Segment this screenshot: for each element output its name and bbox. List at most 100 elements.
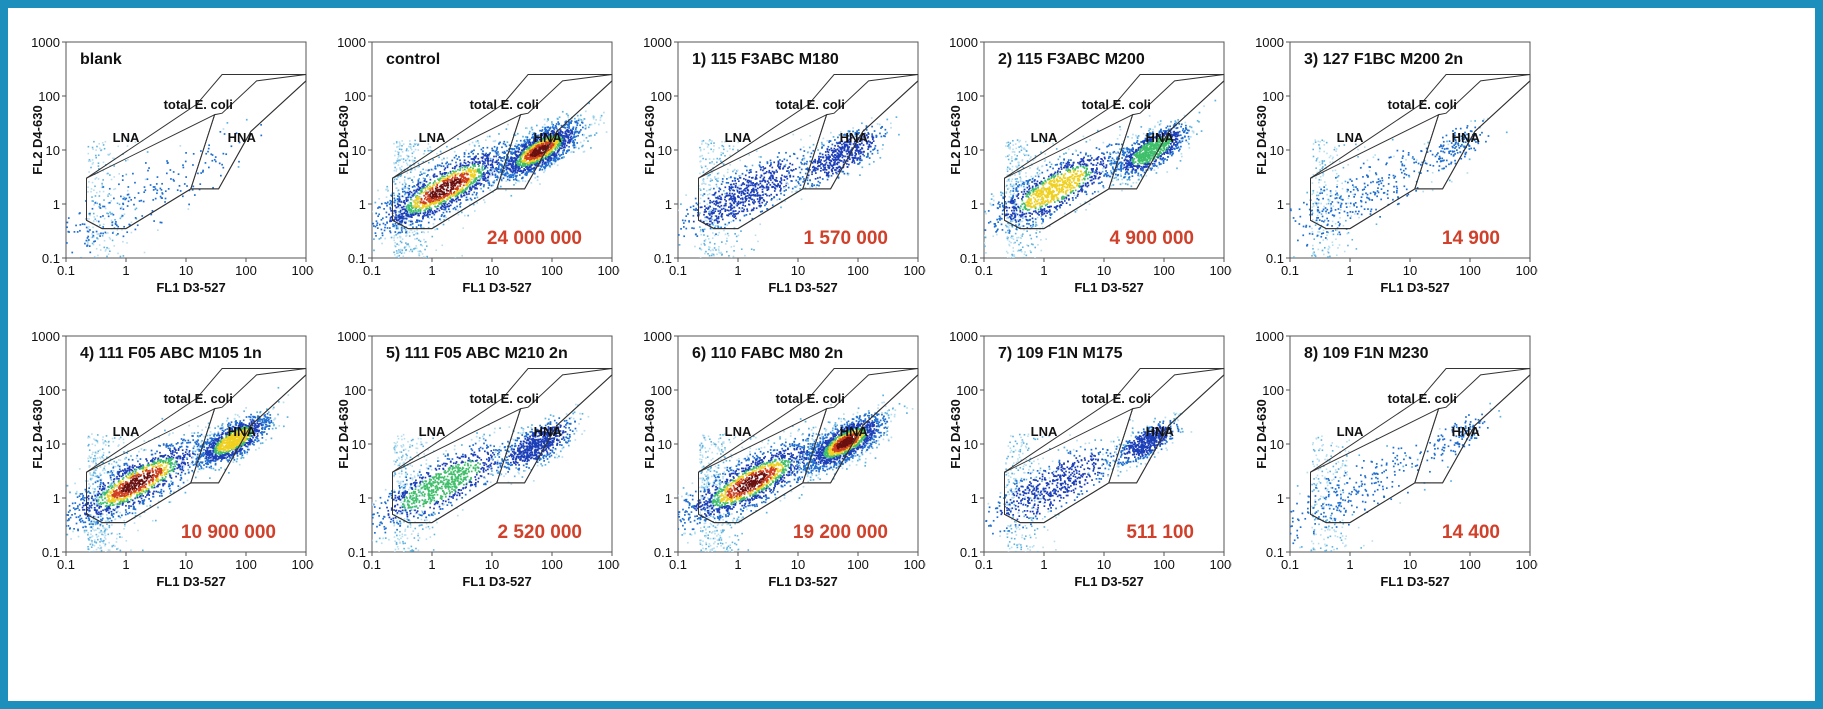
scatter-point [400,201,403,203]
scatter-point [97,233,100,235]
scatter-point [467,173,469,176]
scatter-point [563,143,566,145]
scatter-point [529,170,532,173]
scatter-point [505,162,508,165]
scatter-point [509,169,512,172]
scatter-point [92,212,95,215]
scatter-point [105,248,107,251]
scatter-point [125,173,128,176]
scatter-point [777,161,780,163]
scatter-point [544,142,547,145]
scatter-point [483,168,486,171]
scatter-point [496,176,499,179]
scatter-point [580,119,583,121]
scatter-point [211,154,214,156]
scatter-point [775,193,778,196]
scatter-point [404,245,407,248]
scatter-point [547,157,550,159]
scatter-point [493,170,496,173]
scatter-point [393,201,396,204]
scatter-point [515,175,517,178]
scatter-point [726,209,729,212]
scatter-point [461,178,463,181]
scatter-point [480,171,482,173]
scatter-point [764,181,767,183]
scatter-point [441,162,444,165]
scatter-point [747,189,749,192]
scatter-point [738,192,741,194]
scatter-point [581,133,584,136]
scatter-point [419,212,422,215]
scatter-point [92,236,95,238]
scatter-point [422,177,425,180]
scatter-point [486,155,489,158]
scatter-point [567,131,570,134]
scatter-point [554,126,556,129]
scatter-point [425,193,427,196]
scatter-point [447,193,449,196]
scatter-point [395,162,397,164]
scatter-point [390,209,393,212]
scatter-point [759,198,761,201]
scatter-point [518,154,521,156]
scatter-point [568,149,570,151]
scatter-point [495,152,498,155]
scatter-point [172,171,175,173]
scatter-point [405,205,408,208]
scatter-point [528,143,531,146]
scatter-point [758,200,761,202]
scatter-point [474,165,477,167]
scatter-point [781,160,784,163]
scatter-point [678,234,680,236]
scatter-point [726,232,729,235]
scatter-point [732,201,735,204]
scatter-point [550,146,553,149]
scatter-point [704,142,707,145]
scatter-point [427,210,429,212]
scatter-point [403,201,406,204]
scatter-point [790,169,792,171]
scatter-point [445,200,447,203]
scatter-point [718,220,720,223]
scatter-point [757,194,760,197]
scatter-point [477,157,480,160]
scatter-point [430,199,433,202]
scatter-point [164,197,167,200]
scatter-point [149,184,152,186]
scatter-point [446,186,449,189]
scatter-point [717,248,720,250]
scatter-point [549,160,551,163]
scatter-point [412,193,415,196]
scatter-point [721,254,723,256]
scatter-point [544,126,547,129]
scatter-point [741,197,744,200]
scatter-point [789,175,792,178]
scatter-point [501,169,503,172]
scatter-point [772,175,774,177]
scatter-point [471,162,474,165]
scatter-point [720,160,722,163]
scatter-point [724,243,727,245]
scatter-point [423,150,426,152]
scatter-point [478,182,481,185]
scatter-point [497,151,499,153]
scatter-point [413,164,415,167]
scatter-point [531,171,534,173]
scatter-point [427,221,430,224]
scatter-point [474,174,477,176]
scatter-point [544,140,546,142]
scatter-point [477,179,479,182]
scatter-point [514,169,517,171]
scatter-point [791,169,794,172]
scatter-point [400,221,402,223]
scatter-point [445,177,448,180]
scatter-point [405,183,407,186]
scatter-point [102,169,105,172]
scatter-point [709,178,712,180]
y-tick-label: 1 [665,197,672,212]
scatter-point [455,164,458,167]
scatter-point [568,125,570,128]
scatter-point [436,152,438,155]
scatter-point [424,202,427,205]
scatter-point [485,139,487,141]
